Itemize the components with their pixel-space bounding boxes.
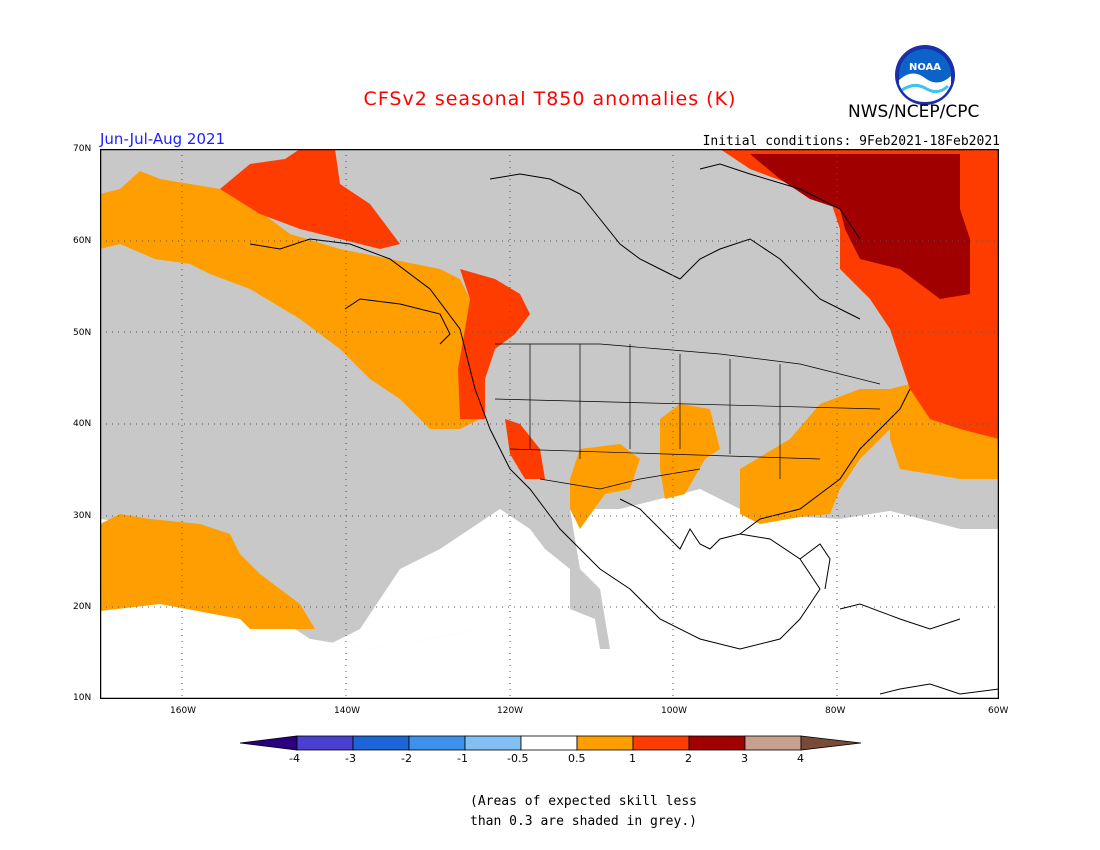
lat-label: 30N: [73, 511, 92, 521]
map-title: CFSv2 seasonal T850 anomalies (K): [363, 88, 737, 110]
colorbar-bin: [744, 735, 802, 751]
lat-label: 60N: [73, 236, 92, 246]
lon-label: 80W: [825, 706, 846, 716]
anomaly-orange-central-us: [660, 404, 720, 499]
colorbar-bin: [520, 735, 578, 751]
colorbar-tick-label: -0.5: [507, 752, 529, 765]
colorbar-bin: [576, 735, 634, 751]
lat-label: 70N: [73, 144, 92, 154]
skill-note-line: than 0.3 are shaded in grey.): [470, 814, 697, 829]
political-borders: [494, 343, 881, 490]
colorbar-bin: [632, 735, 690, 751]
map-frame: [100, 149, 999, 699]
anomaly-orange-northeast-atlantic: [890, 384, 999, 479]
colorbar-bin: [408, 735, 466, 751]
anomaly-orange-central-pacific: [100, 514, 315, 629]
colorbar-tick-label: 4: [797, 752, 804, 765]
colorbar-tick-label: 0.5: [568, 752, 586, 765]
organization-label: NWS/NCEP/CPC: [848, 102, 980, 122]
colorbar-tick-label: 3: [741, 752, 748, 765]
lat-label: 10N: [73, 693, 92, 703]
coastlines: [249, 163, 999, 695]
colorbar-tick-label: -1: [457, 752, 468, 765]
lon-label: 60W: [988, 706, 1009, 716]
anomaly-darkred-labrador: [750, 154, 970, 299]
colorbar-tick-label: -2: [401, 752, 412, 765]
svg-text:NOAA: NOAA: [909, 62, 941, 73]
season-label: Jun-Jul-Aug 2021: [100, 130, 226, 148]
skill-note-line: (Areas of expected skill less: [470, 794, 697, 809]
anomaly-orange-north-pacific: [100, 171, 480, 429]
colorbar-tick-label: 1: [629, 752, 636, 765]
lon-label: 160W: [170, 706, 197, 716]
initial-conditions-label: Initial conditions: 9Feb2021-18Feb2021: [702, 134, 1000, 149]
colorbar-tick-label: 2: [685, 752, 692, 765]
colorbar-tick-label: -3: [345, 752, 356, 765]
colorbar-bin: [688, 735, 746, 751]
lat-label: 50N: [73, 328, 92, 338]
colorbar-bin: [800, 735, 862, 751]
anomaly-orange-southeast-us: [740, 389, 900, 524]
colorbar-tick-label: -4: [289, 752, 300, 765]
lon-label: 100W: [661, 706, 688, 716]
anomaly-orange-southwest-us: [570, 444, 640, 529]
lon-label: 120W: [497, 706, 524, 716]
anomaly-red-alaska: [220, 149, 400, 249]
anomaly-map: [100, 149, 999, 699]
anomaly-red-southwest-pocket: [505, 419, 545, 479]
lat-label: 40N: [73, 419, 92, 429]
noaa-logo: NOAA: [894, 44, 956, 106]
colorbar: [239, 735, 862, 755]
colorbar-bin: [464, 735, 522, 751]
anomaly-red-pacific-northwest: [458, 269, 530, 419]
lon-label: 140W: [334, 706, 361, 716]
lat-label: 20N: [73, 602, 92, 612]
colorbar-bin: [352, 735, 410, 751]
colorbar-bin: [239, 735, 298, 751]
skill-note: (Areas of expected skill less than 0.3 a…: [470, 792, 697, 832]
colorbar-bin: [296, 735, 354, 751]
